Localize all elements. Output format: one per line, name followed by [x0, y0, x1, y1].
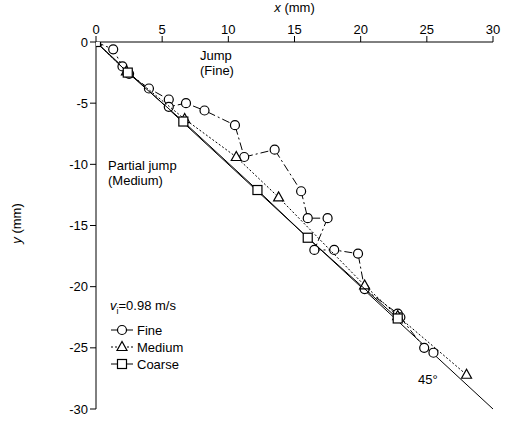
html-text:vi=0.98 m/s: vi=0.98 m/s — [110, 298, 176, 316]
html-text:Fine: Fine — [137, 322, 163, 338]
html-text:45°: 45° — [418, 372, 438, 387]
svg-text:15: 15 — [287, 22, 301, 37]
svg-text:0: 0 — [81, 35, 88, 50]
svg-text:10: 10 — [221, 22, 235, 37]
svg-text:-15: -15 — [69, 218, 88, 233]
svg-text:-25: -25 — [69, 340, 88, 355]
svg-text:30: 30 — [486, 22, 500, 37]
html-text:Partial jump (Medium): Partial jump (Medium) — [108, 158, 177, 188]
svg-text:0: 0 — [92, 22, 99, 37]
svg-text:25: 25 — [420, 22, 434, 37]
svg-text:-20: -20 — [69, 279, 88, 294]
html-text:Jump (Fine): Jump (Fine) — [200, 48, 234, 78]
html-text:y: y — [8, 237, 24, 244]
html-text:x (mm): x (mm) — [274, 0, 315, 15]
html-text:Coarse: Coarse — [137, 356, 179, 372]
svg-text:-10: -10 — [69, 157, 88, 172]
svg-text:20: 20 — [353, 22, 367, 37]
svg-text:5: 5 — [159, 22, 166, 37]
html-text:Medium: Medium — [137, 339, 184, 355]
svg-text:-5: -5 — [76, 96, 88, 111]
html-text:(mm): (mm) — [8, 203, 24, 238]
svg-text:-30: -30 — [69, 402, 88, 417]
